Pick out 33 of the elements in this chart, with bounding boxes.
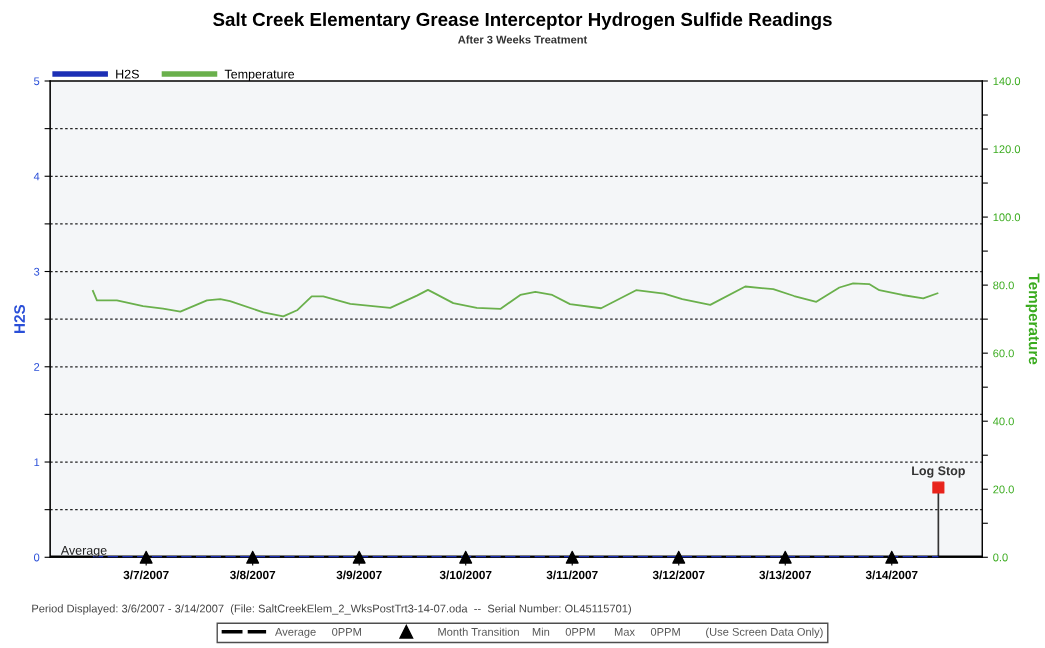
legend-label: Temperature (224, 69, 295, 81)
y2-axis-title: Temperature (1025, 273, 1040, 365)
x-tick-label: 3/12/2007 (652, 570, 705, 580)
y2-tick-label: 0.0 (993, 553, 1008, 562)
x-tick-label: 3/13/2007 (759, 570, 811, 580)
y-tick-label: 1 (34, 458, 40, 467)
y-axis-title: H2S (14, 304, 25, 333)
y2-tick-label: 40.0 (992, 417, 1014, 426)
x-tick-label: 3/8/2007 (229, 570, 276, 580)
x-tick-label: 3/11/2007 (546, 570, 598, 580)
y2-tick-label: 20.0 (993, 485, 1014, 494)
x-tick-label: 3/10/2007 (439, 570, 492, 580)
y2-tick-label: 60.0 (993, 349, 1014, 358)
text: Month Transition Min 0PPM Max 0PPM (Use Screen Data Only) (438, 627, 823, 638)
legend-label: H2S (116, 69, 139, 79)
y-tick-label: 4 (33, 172, 40, 181)
y-tick-label: 3 (33, 267, 40, 276)
y2-tick-label: 80.0 (993, 281, 1014, 290)
text: Period Displayed: 3/6/2007 - 3/14/2007 (File: SaltCreekElem_2_WksPostTrt3-14-07.oda -- Serial Number: OL45115701) (32, 604, 631, 615)
chart-title: Salt Creek Elementary Grease Interceptor Hydrogen Sulfide Readings (213, 12, 832, 30)
series-label: Log Stop (912, 466, 965, 478)
chart-subtitle: After 3 Weeks Treatment (458, 35, 588, 44)
y2-tick-label: 140.0 (993, 77, 1021, 86)
y2-tick-label: 120.0 (993, 145, 1021, 154)
y-tick-label: 2 (34, 363, 40, 371)
text: Average 0PPM (275, 627, 361, 638)
x-tick-label: 3/9/2007 (336, 570, 382, 580)
y2-tick-label: 100.0 (993, 213, 1021, 222)
y-tick-label: 0 (34, 553, 40, 562)
y-tick-label: 5 (34, 77, 40, 86)
x-tick-label: 3/14/2007 (865, 570, 918, 580)
x-tick-label: 3/7/2007 (123, 570, 169, 580)
ref-line-label: Average (60, 546, 107, 558)
